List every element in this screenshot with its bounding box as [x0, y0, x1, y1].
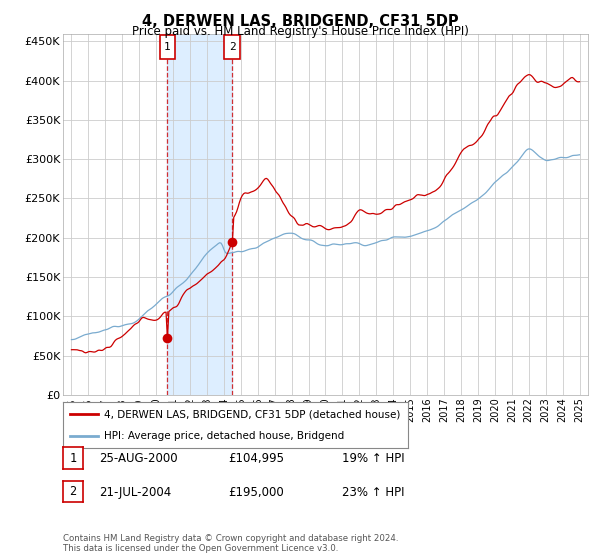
Text: 21-JUL-2004: 21-JUL-2004	[99, 486, 171, 499]
Text: 2: 2	[70, 485, 76, 498]
Text: 4, DERWEN LAS, BRIDGEND, CF31 5DP (detached house): 4, DERWEN LAS, BRIDGEND, CF31 5DP (detac…	[104, 409, 401, 419]
Text: £104,995: £104,995	[228, 452, 284, 465]
Text: 2: 2	[229, 42, 236, 52]
Text: 23% ↑ HPI: 23% ↑ HPI	[342, 486, 404, 499]
Text: 19% ↑ HPI: 19% ↑ HPI	[342, 452, 404, 465]
FancyBboxPatch shape	[224, 35, 240, 59]
Text: HPI: Average price, detached house, Bridgend: HPI: Average price, detached house, Brid…	[104, 431, 344, 441]
Text: 25-AUG-2000: 25-AUG-2000	[99, 452, 178, 465]
Text: 4, DERWEN LAS, BRIDGEND, CF31 5DP: 4, DERWEN LAS, BRIDGEND, CF31 5DP	[142, 14, 458, 29]
Text: Price paid vs. HM Land Registry's House Price Index (HPI): Price paid vs. HM Land Registry's House …	[131, 25, 469, 38]
Text: Contains HM Land Registry data © Crown copyright and database right 2024.
This d: Contains HM Land Registry data © Crown c…	[63, 534, 398, 553]
Text: 1: 1	[70, 451, 76, 465]
FancyBboxPatch shape	[160, 35, 175, 59]
Bar	[167, 34, 232, 395]
Text: £195,000: £195,000	[228, 486, 284, 499]
Text: 1: 1	[164, 42, 171, 52]
